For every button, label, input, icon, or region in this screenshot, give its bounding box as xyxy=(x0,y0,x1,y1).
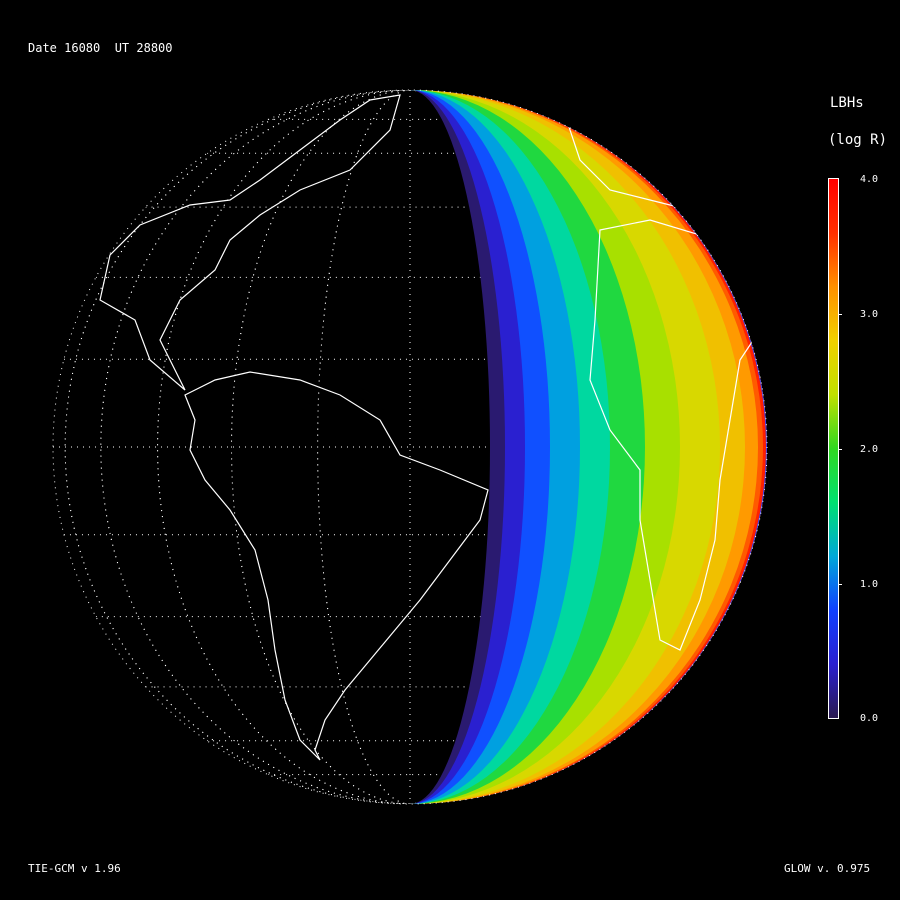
colorbar-tick xyxy=(838,584,842,585)
colorbar-title: LBHs xyxy=(830,95,864,111)
colorbar-tick-label: 1.0 xyxy=(860,579,879,590)
colorbar-tick xyxy=(838,449,842,450)
colorbar xyxy=(828,178,839,719)
colorbar-units: (log R) xyxy=(828,132,888,148)
coastline-north-america xyxy=(99,94,401,391)
coastline-south-america xyxy=(184,371,489,761)
model-version-left: TIE-GCM v 1.96 xyxy=(28,862,121,875)
model-version-right: GLOW v. 0.975 xyxy=(784,862,871,875)
lbh-emission-crescent xyxy=(410,90,767,804)
date-ut-label: Date 16080 UT 28800 xyxy=(28,41,173,55)
globe-limb xyxy=(52,89,768,805)
colorbar-tick-label: 3.0 xyxy=(860,309,879,320)
emission-band xyxy=(410,90,767,804)
colorbar-tick-label: 4.0 xyxy=(860,174,879,185)
colorbar-tick xyxy=(838,314,842,315)
colorbar-tick-label: 2.0 xyxy=(860,444,879,455)
colorbar-tick-label: 0.0 xyxy=(860,713,879,724)
